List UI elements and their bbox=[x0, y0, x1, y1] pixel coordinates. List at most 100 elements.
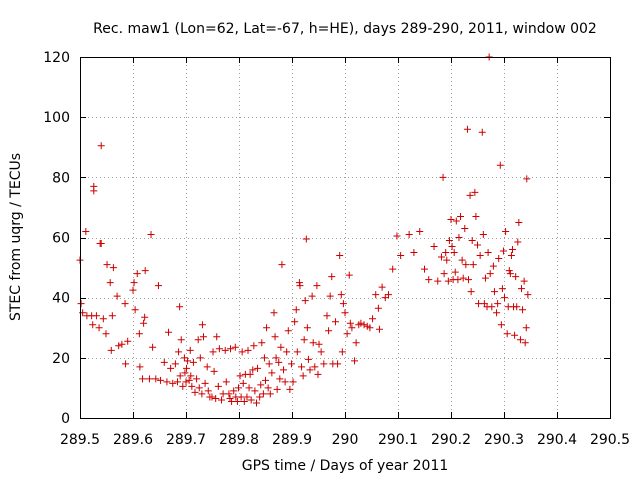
data-point bbox=[486, 270, 494, 278]
data-point bbox=[177, 336, 185, 344]
data-point bbox=[516, 336, 524, 344]
data-point bbox=[389, 265, 397, 273]
data-point bbox=[268, 369, 276, 377]
data-point bbox=[130, 279, 138, 287]
data-point bbox=[489, 262, 497, 270]
data-point bbox=[295, 279, 303, 287]
data-point bbox=[521, 339, 529, 347]
data-point bbox=[434, 277, 442, 285]
data-point bbox=[247, 396, 255, 404]
data-point bbox=[517, 285, 525, 293]
data-point bbox=[496, 161, 504, 169]
data-point bbox=[188, 382, 196, 390]
data-point bbox=[508, 246, 516, 254]
data-point bbox=[89, 321, 97, 329]
data-point bbox=[262, 376, 269, 384]
data-point bbox=[425, 276, 433, 284]
data-point bbox=[381, 294, 389, 302]
data-point bbox=[221, 346, 229, 354]
x-tick-label: 289.7 bbox=[166, 432, 206, 448]
data-point bbox=[304, 355, 312, 363]
data-point bbox=[198, 321, 206, 329]
data-point bbox=[239, 379, 247, 387]
data-point bbox=[222, 378, 230, 386]
data-point bbox=[160, 358, 168, 366]
data-point bbox=[280, 366, 288, 374]
data-point bbox=[210, 367, 218, 375]
data-point bbox=[471, 188, 479, 196]
data-point bbox=[317, 348, 325, 356]
data-point bbox=[337, 291, 345, 299]
data-point bbox=[397, 252, 405, 260]
data-point bbox=[405, 230, 413, 238]
data-point bbox=[393, 232, 401, 240]
data-point bbox=[171, 360, 179, 368]
data-point bbox=[90, 187, 98, 195]
data-point bbox=[495, 255, 503, 263]
data-point bbox=[147, 230, 155, 238]
data-point bbox=[189, 358, 197, 366]
data-point bbox=[507, 252, 515, 260]
grid-lines bbox=[80, 57, 610, 418]
data-point bbox=[325, 327, 333, 335]
data-point bbox=[467, 288, 475, 296]
data-point bbox=[276, 375, 284, 383]
data-point bbox=[113, 292, 121, 300]
data-point bbox=[462, 261, 470, 269]
data-point bbox=[204, 387, 212, 395]
data-point bbox=[524, 291, 532, 299]
data-point bbox=[505, 267, 513, 275]
data-point bbox=[271, 333, 279, 341]
data-point bbox=[196, 354, 204, 362]
x-axis-label: GPS time / Days of year 2011 bbox=[242, 458, 449, 474]
data-point bbox=[198, 390, 206, 398]
data-point bbox=[182, 378, 190, 386]
data-point bbox=[357, 319, 365, 327]
data-point bbox=[338, 348, 346, 356]
data-point bbox=[176, 303, 184, 311]
y-tick-label: 80 bbox=[52, 170, 70, 186]
data-point bbox=[451, 268, 459, 276]
data-point bbox=[244, 346, 252, 354]
data-point bbox=[107, 346, 115, 354]
x-tick-label: 290 bbox=[332, 432, 359, 448]
data-point bbox=[514, 238, 522, 246]
data-point bbox=[118, 340, 126, 348]
data-point bbox=[186, 346, 194, 354]
data-point bbox=[185, 376, 193, 384]
data-point bbox=[208, 393, 216, 401]
data-point bbox=[442, 249, 450, 257]
data-point bbox=[360, 321, 368, 329]
data-point bbox=[378, 283, 386, 291]
data-point bbox=[502, 227, 510, 235]
x-tick-label: 290.2 bbox=[431, 432, 471, 448]
data-point bbox=[266, 390, 274, 398]
data-point bbox=[258, 339, 266, 347]
data-point bbox=[97, 142, 105, 150]
data-point bbox=[515, 218, 523, 226]
data-point bbox=[157, 376, 165, 384]
data-point bbox=[236, 372, 244, 380]
data-point bbox=[174, 378, 182, 386]
data-point bbox=[292, 306, 300, 314]
data-point bbox=[343, 330, 351, 338]
data-point bbox=[238, 348, 246, 356]
data-point bbox=[306, 366, 314, 374]
data-point bbox=[213, 333, 221, 341]
data-point bbox=[291, 318, 299, 326]
data-point bbox=[195, 384, 203, 392]
data-point bbox=[227, 345, 235, 353]
data-point bbox=[99, 315, 107, 323]
data-point bbox=[167, 364, 175, 372]
data-point bbox=[437, 253, 445, 261]
y-tick-label: 120 bbox=[43, 50, 70, 66]
x-tick-label: 290.1 bbox=[378, 432, 418, 448]
data-point bbox=[296, 282, 304, 290]
data-point bbox=[498, 285, 506, 293]
data-point bbox=[265, 360, 273, 368]
y-tick-label: 40 bbox=[52, 291, 70, 307]
data-point bbox=[313, 282, 321, 290]
data-point bbox=[448, 243, 456, 251]
data-point bbox=[165, 328, 173, 336]
data-point bbox=[520, 277, 528, 285]
